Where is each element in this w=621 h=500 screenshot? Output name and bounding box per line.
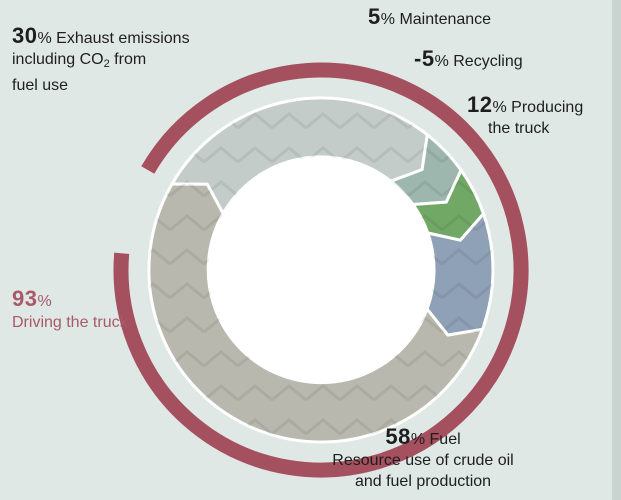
label-exhaust: 30% Exhaust emissions including CO2 from…	[12, 23, 190, 95]
label-maintenance: 5% Maintenance	[368, 4, 492, 29]
value-maintenance: 5	[368, 4, 381, 29]
segment-fuel	[147, 182, 484, 444]
label-recycling: -5% Recycling	[414, 46, 523, 71]
segment-recycling-tread	[413, 170, 484, 241]
right-edge-strip	[612, 0, 621, 500]
label-producing: 12% Producing the truck	[467, 92, 584, 138]
segment-producing-tread	[427, 213, 493, 336]
segment-recycling	[411, 168, 485, 242]
value-exhaust: 30	[12, 23, 38, 48]
donut-segments	[147, 96, 495, 444]
donut-hole	[209, 158, 433, 382]
label-fuel: 58% Fuel Resource use of crude oil and f…	[332, 424, 514, 491]
total-arc	[113, 62, 529, 478]
segment-maintenance	[389, 133, 463, 206]
segment-maintenance-tread	[390, 134, 462, 205]
label-total: 93% Driving the truck	[12, 286, 128, 332]
segment-exhaust-tread	[172, 97, 428, 214]
value-producing: 12	[467, 92, 493, 117]
value-recycling: -5	[414, 46, 435, 71]
segment-fuel-tread	[148, 184, 483, 443]
value-total: 93	[12, 286, 38, 311]
value-fuel: 58	[385, 424, 411, 449]
